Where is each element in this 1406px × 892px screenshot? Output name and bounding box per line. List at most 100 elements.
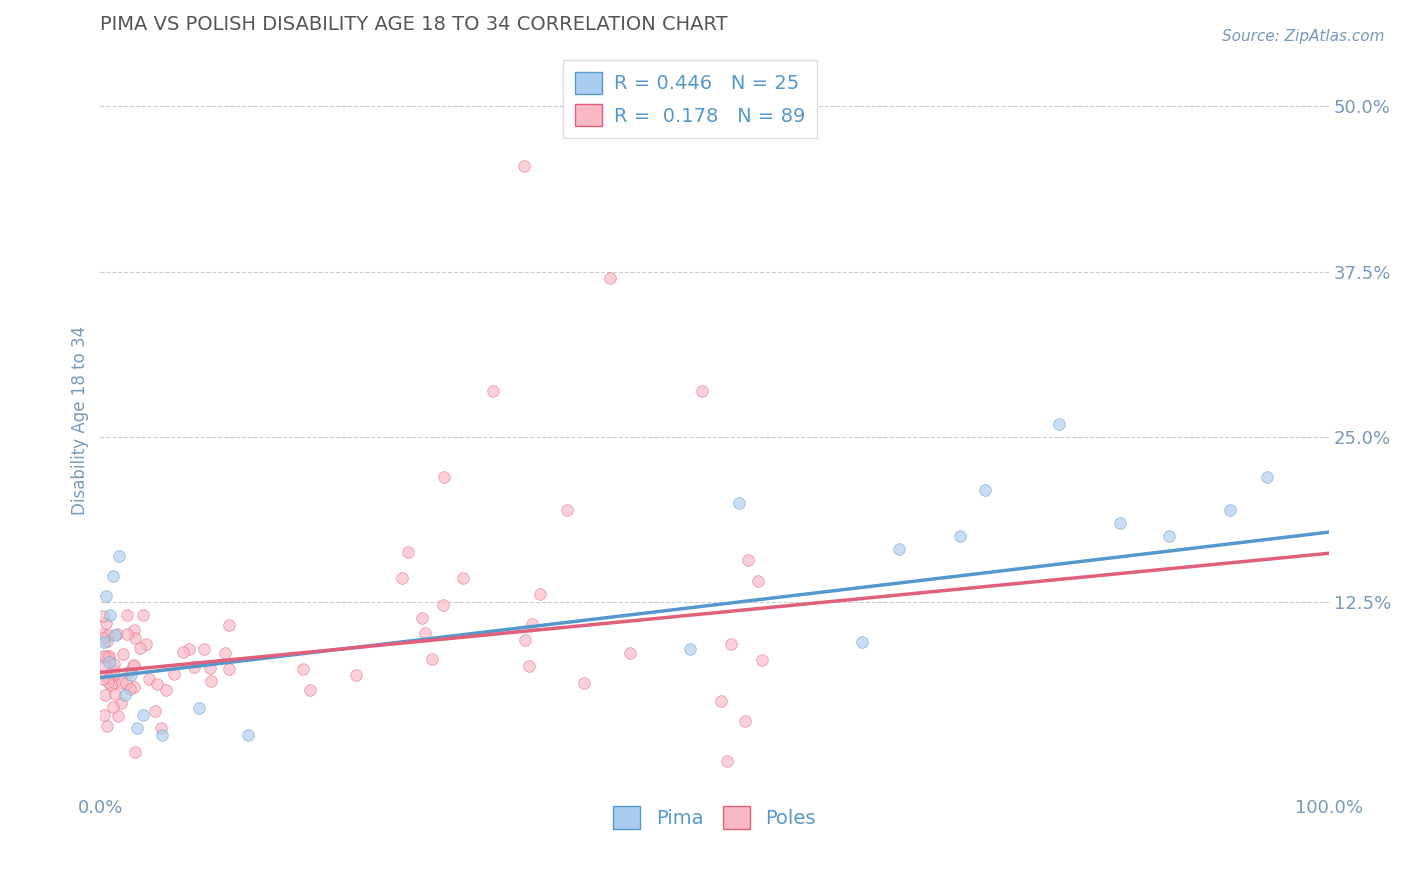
Text: Source: ZipAtlas.com: Source: ZipAtlas.com [1222, 29, 1385, 44]
Point [93, 649, 115, 664]
Point [1047, 417, 1070, 431]
Point [150, 727, 173, 741]
Point [710, 694, 733, 708]
Point [513, 632, 536, 647]
Point [122, 681, 145, 695]
Point [91, 609, 114, 624]
Point [96, 589, 118, 603]
Point [747, 574, 769, 589]
Point [679, 641, 702, 656]
Point [619, 646, 641, 660]
Point [114, 688, 136, 702]
Point [1219, 502, 1241, 516]
Point [93, 707, 115, 722]
Point [91, 627, 114, 641]
Point [105, 626, 128, 640]
Point [599, 271, 621, 285]
Point [124, 631, 146, 645]
Point [135, 637, 157, 651]
Point [973, 483, 995, 497]
Point [127, 721, 149, 735]
Point [555, 502, 578, 516]
Point [172, 645, 194, 659]
Point [103, 657, 125, 671]
Point [100, 678, 122, 692]
Point [97, 655, 120, 669]
Point [110, 696, 132, 710]
Point [851, 635, 873, 649]
Point [737, 553, 759, 567]
Point [111, 676, 134, 690]
Point [115, 607, 138, 622]
Point [98, 671, 121, 685]
Point [146, 677, 169, 691]
Point [482, 384, 505, 398]
Point [200, 674, 222, 689]
Point [155, 682, 177, 697]
Point [411, 611, 433, 625]
Point [1157, 529, 1180, 543]
Point [98, 608, 121, 623]
Point [91, 658, 114, 673]
Point [513, 159, 536, 173]
Point [422, 651, 444, 665]
Point [96, 719, 118, 733]
Point [150, 721, 173, 735]
Point [391, 571, 413, 585]
Point [122, 623, 145, 637]
Point [690, 384, 713, 398]
Point [138, 672, 160, 686]
Point [143, 705, 166, 719]
Point [103, 667, 125, 681]
Point [291, 662, 314, 676]
Point [122, 659, 145, 673]
Point [117, 665, 139, 679]
Point [97, 649, 120, 664]
Point [103, 676, 125, 690]
Y-axis label: Disability Age 18 to 34: Disability Age 18 to 34 [72, 326, 89, 515]
Point [177, 642, 200, 657]
Point [97, 674, 120, 689]
Point [198, 660, 221, 674]
Point [94, 615, 117, 630]
Point [132, 608, 155, 623]
Point [214, 646, 236, 660]
Point [218, 618, 240, 632]
Point [93, 635, 115, 649]
Point [101, 568, 124, 582]
Point [949, 529, 972, 543]
Point [433, 469, 456, 483]
Point [107, 708, 129, 723]
Point [432, 599, 454, 613]
Point [520, 616, 543, 631]
Point [91, 673, 114, 687]
Point [193, 641, 215, 656]
Point [114, 675, 136, 690]
Point [751, 653, 773, 667]
Point [1256, 469, 1278, 483]
Point [117, 626, 139, 640]
Point [887, 542, 910, 557]
Point [163, 667, 186, 681]
Point [1109, 516, 1132, 530]
Point [104, 628, 127, 642]
Point [97, 648, 120, 663]
Point [129, 640, 152, 655]
Point [728, 496, 751, 510]
Point [183, 660, 205, 674]
Point [236, 727, 259, 741]
Point [124, 745, 146, 759]
Point [187, 701, 209, 715]
Point [91, 631, 114, 645]
Text: PIMA VS POLISH DISABILITY AGE 18 TO 34 CORRELATION CHART: PIMA VS POLISH DISABILITY AGE 18 TO 34 C… [100, 15, 728, 34]
Point [120, 668, 142, 682]
Point [118, 681, 141, 696]
Point [97, 672, 120, 686]
Point [453, 570, 475, 584]
Point [104, 686, 127, 700]
Point [344, 667, 367, 681]
Legend: Pima, Poles: Pima, Poles [605, 798, 824, 837]
Point [218, 662, 240, 676]
Point [97, 628, 120, 642]
Point [298, 683, 321, 698]
